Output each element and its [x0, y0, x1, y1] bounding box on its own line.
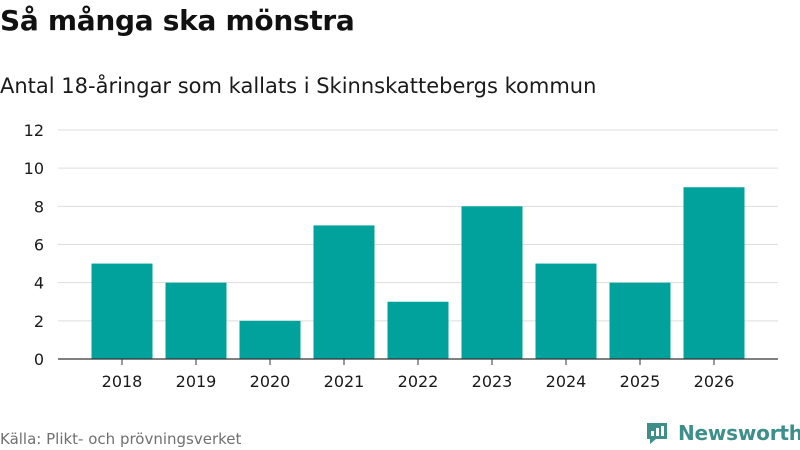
bar	[313, 225, 375, 359]
x-tick-label: 2020	[250, 372, 291, 391]
x-tick-label: 2019	[176, 372, 217, 391]
y-tick-label: 2	[34, 312, 44, 331]
bar	[609, 282, 671, 359]
y-tick-label: 0	[34, 350, 44, 369]
y-tick-label: 6	[34, 236, 44, 255]
newsworthy-logo-icon	[647, 423, 667, 444]
x-tick-label: 2024	[546, 372, 587, 391]
x-tick-label: 2022	[398, 372, 439, 391]
chart-title: Så många ska mönstra	[0, 4, 355, 37]
y-tick-label: 8	[34, 197, 44, 216]
bar	[239, 320, 301, 359]
y-tick-label: 12	[24, 121, 44, 140]
brand-name: Newsworthy	[678, 421, 800, 445]
y-tick-label: 4	[34, 274, 44, 293]
bar	[683, 187, 745, 359]
x-tick-label: 2021	[324, 372, 365, 391]
chart-subtitle: Antal 18-åringar som kallats i Skinnskat…	[0, 74, 597, 98]
x-tick-label: 2018	[102, 372, 143, 391]
x-tick-label: 2026	[694, 372, 735, 391]
bar	[387, 301, 449, 359]
bar	[461, 206, 523, 359]
x-tick-label: 2023	[472, 372, 513, 391]
bar	[535, 263, 597, 359]
source-note: Källa: Plikt- och prövningsverket	[0, 430, 242, 448]
x-tick-label: 2025	[620, 372, 661, 391]
bar	[165, 282, 227, 359]
bar-chart: 0 2 4 6 8 10 12 2018 2019 2020 2021 2022 2023 2024 202…	[24, 121, 778, 391]
y-tick-label: 10	[24, 159, 44, 178]
brand-logo[interactable]: Newsworthy	[644, 420, 800, 446]
bar	[91, 263, 153, 359]
